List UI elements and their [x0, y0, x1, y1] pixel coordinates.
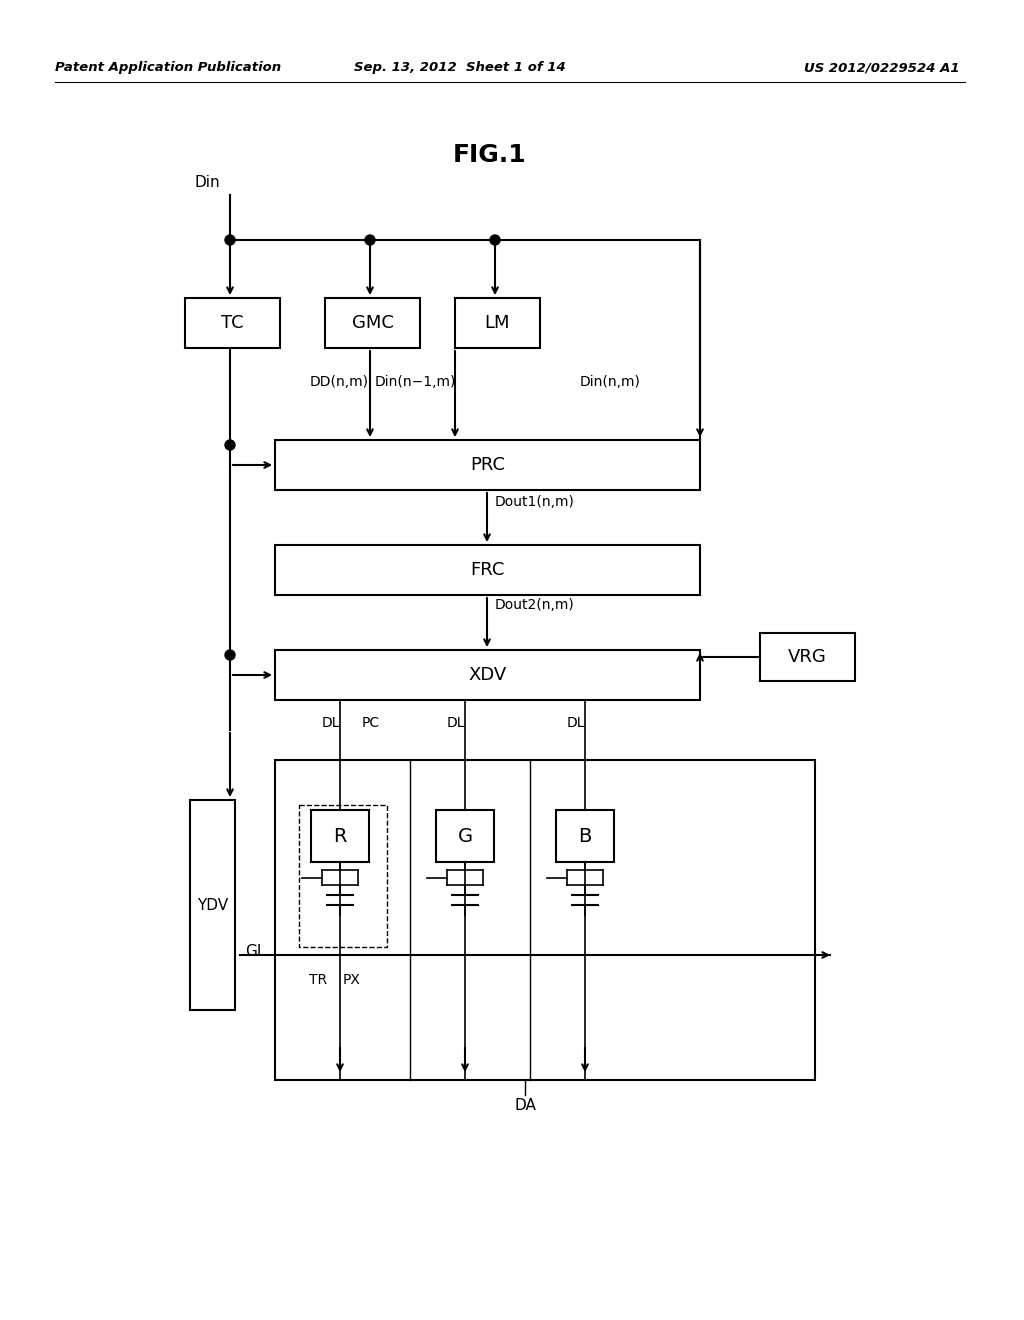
- Text: FRC: FRC: [470, 561, 505, 579]
- Text: GL: GL: [245, 945, 265, 960]
- Text: DL: DL: [447, 715, 466, 730]
- Text: YDV: YDV: [197, 898, 228, 912]
- Circle shape: [225, 440, 234, 450]
- Text: DD(n,m): DD(n,m): [310, 375, 369, 389]
- Text: PX: PX: [343, 973, 360, 987]
- Text: B: B: [579, 826, 592, 846]
- Bar: [455, 298, 540, 348]
- Text: GMC: GMC: [351, 314, 393, 333]
- Circle shape: [225, 235, 234, 246]
- Bar: [311, 810, 369, 862]
- Bar: [275, 649, 700, 700]
- Text: DA: DA: [514, 1097, 536, 1113]
- Text: Sep. 13, 2012  Sheet 1 of 14: Sep. 13, 2012 Sheet 1 of 14: [354, 62, 566, 74]
- Bar: [436, 810, 494, 862]
- Circle shape: [225, 649, 234, 660]
- Bar: [185, 298, 280, 348]
- Text: Dout2(n,m): Dout2(n,m): [495, 598, 574, 612]
- Text: Din(n,m): Din(n,m): [580, 375, 641, 389]
- Bar: [325, 298, 420, 348]
- Text: PC: PC: [362, 715, 380, 730]
- Bar: [275, 440, 700, 490]
- Text: DL: DL: [322, 715, 341, 730]
- Text: Din(n−1,m): Din(n−1,m): [375, 375, 457, 389]
- Text: Dout1(n,m): Dout1(n,m): [495, 495, 574, 510]
- Text: G: G: [458, 826, 472, 846]
- Text: US 2012/0229524 A1: US 2012/0229524 A1: [805, 62, 961, 74]
- Text: LM: LM: [484, 314, 510, 333]
- Text: VRG: VRG: [788, 648, 826, 667]
- Bar: [275, 760, 815, 1080]
- Bar: [556, 810, 614, 862]
- Text: XDV: XDV: [468, 667, 507, 684]
- Bar: [299, 805, 387, 946]
- Text: R: R: [333, 826, 347, 846]
- Text: FIG.1: FIG.1: [454, 143, 527, 168]
- Text: Din: Din: [195, 176, 220, 190]
- Circle shape: [490, 235, 500, 246]
- Text: TR: TR: [309, 973, 327, 987]
- Text: TC: TC: [221, 314, 244, 333]
- Bar: [190, 800, 234, 1010]
- Bar: [760, 634, 855, 681]
- Circle shape: [365, 235, 375, 246]
- Text: DL: DL: [567, 715, 586, 730]
- Bar: [275, 545, 700, 595]
- Text: PRC: PRC: [470, 455, 505, 474]
- Text: Patent Application Publication: Patent Application Publication: [55, 62, 282, 74]
